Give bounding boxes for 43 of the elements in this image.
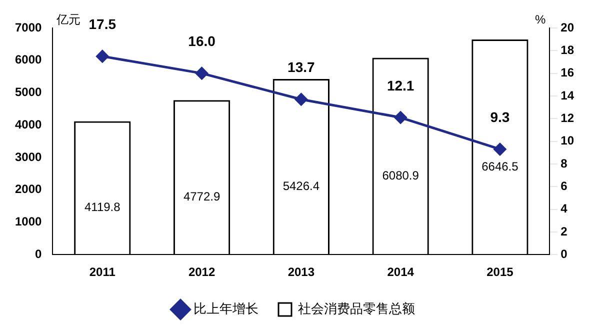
y2-tick-label: 20	[560, 20, 574, 34]
x-tick-label: 2011	[89, 265, 116, 280]
data-label: 4772.9	[183, 190, 220, 204]
y-axis-title: 亿元	[56, 12, 81, 26]
x-tick-label: 2012	[188, 265, 216, 280]
legend-label: 比上年增长	[194, 301, 258, 316]
data-label: 12.1	[386, 77, 414, 94]
x-tick-label: 2013	[288, 265, 315, 280]
x-tick-label: 2015	[486, 265, 514, 280]
data-label: 9.3	[490, 109, 510, 126]
x-tick-label: 2014	[387, 265, 414, 280]
y2-axis-title: %	[534, 12, 546, 26]
point	[394, 111, 407, 124]
data-label: 4119.8	[84, 200, 121, 214]
y2-tick-label: 0	[560, 246, 568, 261]
point	[294, 93, 308, 106]
y-tick-label: 6000	[14, 52, 42, 67]
data-label: 5426.4	[282, 179, 320, 194]
point	[96, 50, 109, 63]
data-label: 16.0	[188, 33, 216, 50]
y-tick-label: 5000	[14, 85, 42, 100]
data-label: 17.5	[88, 16, 116, 32]
y2-tick-label: 12	[560, 110, 574, 125]
y-tick-label: 4000	[14, 117, 42, 132]
y2-tick-label: 18	[560, 42, 574, 57]
y2-tick-label: 2	[560, 224, 568, 238]
y2-tick-label: 8	[560, 156, 568, 170]
y-tick-label: 1000	[14, 214, 42, 229]
data-label: 13.7	[288, 59, 316, 76]
y2-tick-label: 16	[560, 66, 574, 80]
y2-tick-label: 6	[560, 178, 568, 193]
y2-tick-label: 10	[560, 134, 574, 148]
y-tick-label: 3000	[14, 150, 42, 164]
data-label: 6646.5	[482, 159, 519, 174]
y-tick-label: 2000	[14, 182, 42, 196]
y-tick-label: 7000	[14, 20, 42, 34]
y-tick-label: 0	[35, 246, 42, 261]
point	[494, 142, 506, 156]
point	[196, 67, 208, 80]
legend-label: 社会消费品零售总额	[298, 301, 415, 316]
y2-tick-label: 4	[560, 202, 568, 216]
data-label: 6080.9	[382, 168, 420, 182]
y2-tick-label: 14	[560, 88, 574, 102]
